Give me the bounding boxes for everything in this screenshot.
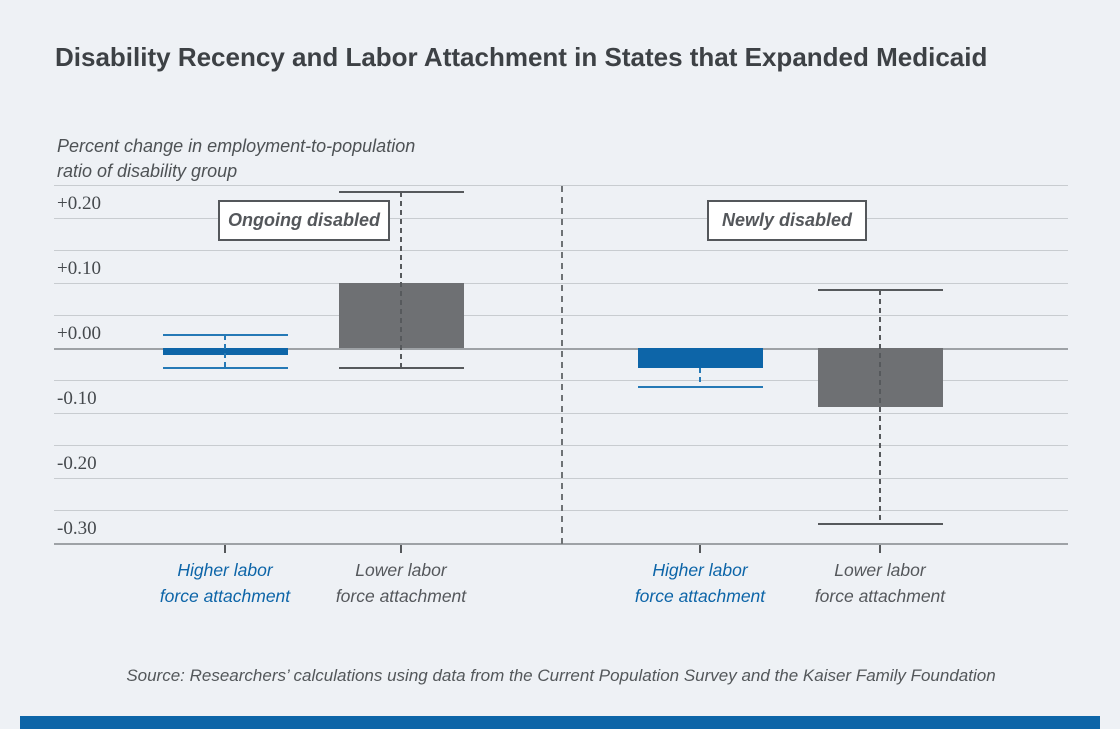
x-axis-tick — [400, 545, 402, 553]
group-label-ongoing-disabled-text: Ongoing disabled — [228, 210, 380, 230]
x-axis-tick — [879, 545, 881, 553]
y-axis-label: Percent change in employment-to-populati… — [57, 134, 415, 184]
error-bar-line — [400, 192, 402, 368]
y-axis-tick-label: -0.10 — [57, 388, 97, 409]
error-bar-line — [879, 289, 881, 524]
chart-title: Disability Recency and Labor Attachment … — [55, 42, 988, 72]
y-axis-tick-label: +0.10 — [57, 258, 101, 279]
category-label: Higher labor force attachment — [580, 557, 820, 609]
y-axis-label-line2: ratio of disability group — [57, 161, 238, 181]
group-label-ongoing-disabled: Ongoing disabled — [218, 200, 390, 241]
group-separator-line — [561, 186, 563, 544]
bar — [637, 348, 763, 368]
y-axis-tick-label: +0.00 — [57, 323, 101, 344]
category-label-line: Lower labor — [355, 560, 447, 580]
category-label-line: force attachment — [159, 586, 291, 606]
error-bar-cap-lower — [637, 386, 763, 388]
error-bar-line — [224, 335, 226, 368]
error-bar-cap-lower — [162, 366, 288, 369]
category-label-line: force attachment — [335, 586, 467, 606]
category-label: Lower labor force attachment — [760, 557, 1000, 609]
error-bar-cap-upper — [162, 334, 288, 336]
bottom-accent-bar — [20, 716, 1100, 729]
category-label: Lower labor force attachment — [281, 557, 521, 609]
category-label: Higher labor force attachment — [105, 557, 345, 609]
error-bar-cap-lower — [338, 366, 464, 369]
error-bar-cap-lower — [817, 522, 943, 525]
source-note: Source: Researchers’ calculations using … — [126, 666, 996, 685]
x-axis-tick — [224, 545, 226, 553]
error-bar-cap-upper — [338, 191, 464, 193]
x-axis-tick — [699, 545, 701, 553]
category-label-line: Higher labor — [652, 560, 748, 580]
error-bar-cap-upper — [817, 288, 943, 291]
y-axis-tick-label: +0.20 — [57, 193, 101, 214]
category-label-line: force attachment — [814, 586, 946, 606]
category-label-line: Lower labor — [834, 560, 926, 580]
error-bar-line — [699, 367, 701, 387]
y-axis-label-line1: Percent change in employment-to-populati… — [57, 136, 416, 156]
category-label-line: force attachment — [634, 586, 766, 606]
group-label-newly-disabled: Newly disabled — [707, 200, 867, 241]
y-axis-tick-label: -0.30 — [57, 518, 97, 539]
group-label-newly-disabled-text: Newly disabled — [721, 210, 853, 230]
gridline — [54, 185, 1068, 186]
category-label-line: Higher labor — [177, 560, 273, 580]
y-axis-tick-label: -0.20 — [57, 453, 97, 474]
